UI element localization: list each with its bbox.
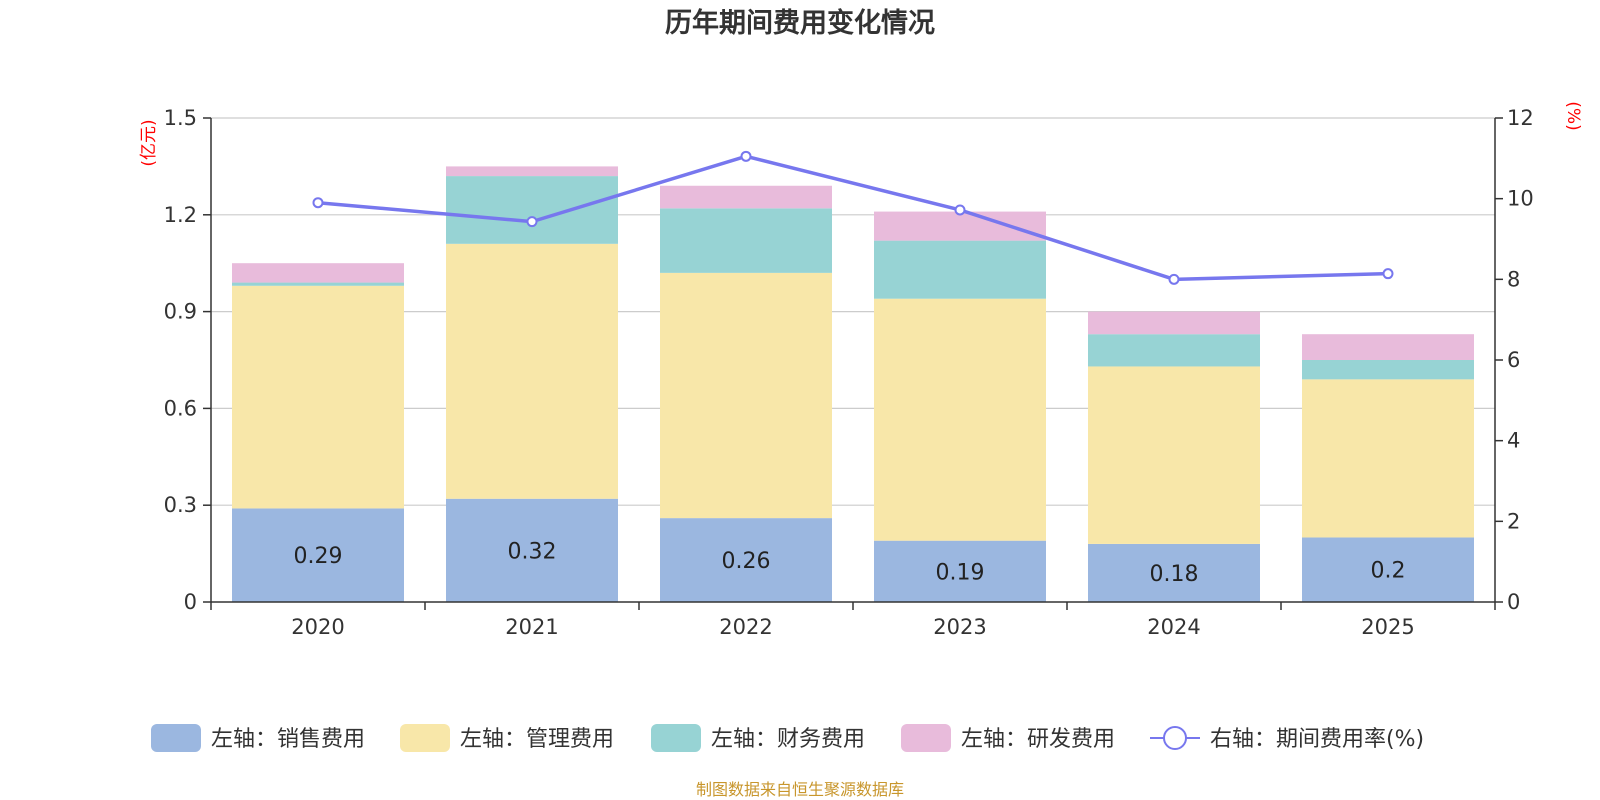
rate-line-point	[312, 197, 324, 209]
bar-segment	[1302, 537, 1474, 602]
legend-line-marker	[1163, 726, 1187, 750]
bars: 0.29 0.32 0.26 0.19 0.18 0.2	[232, 166, 1474, 602]
rate-line	[312, 150, 1394, 285]
x-tick-label: 2021	[505, 615, 558, 639]
right-tick-label: 2	[1507, 509, 1520, 533]
left-tick-label: 1.5	[164, 106, 197, 130]
bar-data-label: 0.19	[936, 560, 985, 585]
bar-segment	[232, 263, 404, 283]
rate-line-point	[954, 204, 966, 216]
rate-line-point	[526, 216, 538, 228]
bar-segment	[874, 240, 1046, 299]
bar-segment	[660, 272, 832, 519]
rate-line-point	[1382, 268, 1394, 280]
x-tick-label: 2025	[1361, 615, 1414, 639]
bar-segment	[1088, 334, 1260, 367]
x-tick-label: 2020	[291, 615, 344, 639]
bar-segment	[446, 166, 618, 177]
legend-swatch	[151, 724, 201, 752]
bar-segment	[446, 243, 618, 499]
legend-swatch	[651, 724, 701, 752]
bar-segment	[232, 508, 404, 602]
legend-swatch	[400, 724, 450, 752]
legend-swatch	[901, 724, 951, 752]
legend-label: 左轴：销售费用	[211, 727, 365, 752]
rate-line-path	[317, 154, 1389, 282]
bar-segment	[1088, 311, 1260, 335]
left-tick-label: 0.6	[164, 396, 197, 420]
bar-segment	[1088, 543, 1260, 602]
legend: 左轴：销售费用 左轴：管理费用 左轴：财务费用 左轴：研发费用 右轴：期间费用率(%)	[151, 724, 1424, 752]
bar-data-label: 0.32	[508, 539, 557, 564]
right-tick-label: 8	[1507, 267, 1520, 291]
left-tick-label: 0.9	[164, 300, 197, 324]
legend-label: 左轴：研发费用	[961, 727, 1115, 752]
bar-segment	[874, 298, 1046, 541]
bar-segment	[660, 185, 832, 209]
x-tick-label: 2022	[719, 615, 772, 639]
left-tick-label: 0.3	[164, 493, 197, 517]
bar-segment	[1088, 366, 1260, 544]
bar-segment	[1302, 360, 1474, 380]
axes: 0 0.3 0.6 0.9 1.2 1.5 0 2 4 6 8 10 12 2020 2021 2022 202…	[164, 106, 1534, 639]
x-tick-label: 2023	[933, 615, 986, 639]
right-tick-label: 10	[1507, 187, 1534, 211]
left-axis-unit: (亿元)	[139, 119, 159, 166]
bar-data-label: 0.26	[722, 549, 771, 574]
bar-segment	[874, 540, 1046, 602]
grid-lines	[211, 117, 1495, 506]
left-tick-label: 0	[184, 590, 197, 614]
bar-segment	[874, 211, 1046, 241]
right-axis-unit: (%)	[1563, 101, 1583, 130]
rate-line-point	[1168, 273, 1180, 285]
bar-segment	[232, 282, 404, 286]
right-tick-label: 12	[1507, 106, 1534, 130]
legend-label: 右轴：期间费用率(%)	[1210, 727, 1424, 752]
bar-segment	[660, 208, 832, 273]
rate-line-point	[740, 150, 752, 162]
bar-segment	[232, 285, 404, 509]
right-tick-label: 4	[1507, 429, 1520, 453]
left-tick-label: 1.2	[164, 203, 197, 227]
legend-label: 左轴：财务费用	[711, 727, 865, 752]
right-tick-label: 6	[1507, 348, 1520, 372]
bar-data-label: 0.29	[294, 544, 343, 569]
right-tick-label: 0	[1507, 590, 1520, 614]
bar-segment	[660, 518, 832, 602]
bar-segment	[1302, 334, 1474, 360]
bar-data-label: 0.18	[1150, 562, 1199, 587]
chart-title: 历年期间费用变化情况	[665, 7, 935, 39]
legend-label: 左轴：管理费用	[460, 727, 614, 752]
bar-segment	[446, 498, 618, 602]
bar-segment	[1302, 379, 1474, 538]
source-note: 制图数据来自恒生聚源数据库	[696, 780, 904, 799]
bar-data-label: 0.2	[1371, 559, 1406, 584]
x-tick-label: 2024	[1147, 615, 1200, 639]
bar-segment	[446, 176, 618, 244]
